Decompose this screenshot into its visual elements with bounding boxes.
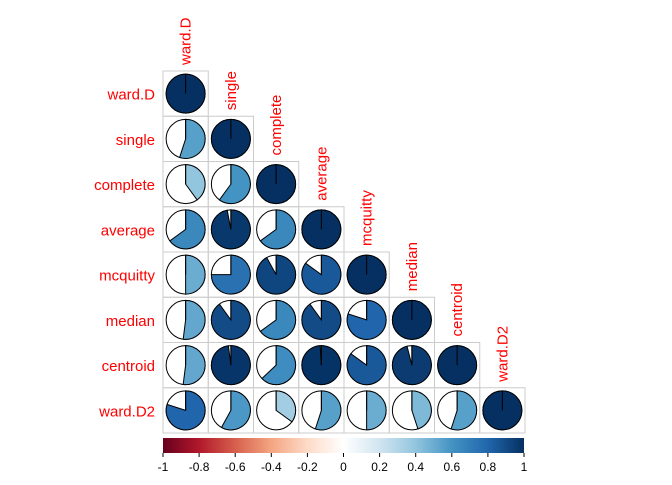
column-label: single xyxy=(223,71,240,110)
column-label: median xyxy=(404,242,421,291)
row-label: single xyxy=(116,132,155,149)
row-labels: ward.D single complete average mcquitty media… xyxy=(94,87,155,421)
column-label: centroid xyxy=(449,283,466,336)
pie-slice xyxy=(182,345,206,386)
colorbar-tick-label: -1 xyxy=(158,460,169,474)
colorbar-tick-label: 1 xyxy=(521,460,528,474)
pie-centroid-centroid xyxy=(437,345,478,386)
pie-slice xyxy=(169,209,206,250)
pie-centroid-single xyxy=(210,345,251,386)
pie-ward.D2-mcquitty xyxy=(346,390,387,431)
column-label: complete xyxy=(268,95,285,156)
column-label: ward.D2 xyxy=(494,326,511,383)
column-label: average xyxy=(313,147,330,201)
row-label: mcquitty xyxy=(99,268,155,285)
pie-average-complete xyxy=(256,209,297,250)
pie-cells xyxy=(165,73,523,431)
row-label: ward.D2 xyxy=(98,403,155,420)
pie-median-median xyxy=(391,299,432,340)
pie-mcquitty-mcquitty xyxy=(346,254,387,295)
row-label: complete xyxy=(94,177,155,194)
pie-average-ward.D xyxy=(165,209,206,250)
pie-centroid-median xyxy=(391,345,432,386)
pie-mcquitty-complete xyxy=(256,254,297,295)
colorbar-tick-label: 0.6 xyxy=(443,460,460,474)
pie-average-average xyxy=(301,209,342,250)
pie-slice xyxy=(218,164,251,205)
pie-slice xyxy=(259,299,297,340)
pie-ward.D2-centroid xyxy=(437,390,478,431)
pie-ward.D2-ward.D2 xyxy=(482,390,523,431)
pie-ward.D2-single xyxy=(210,390,251,431)
column-label: ward.D xyxy=(178,17,195,66)
pie-median-ward.D xyxy=(165,299,206,340)
colorbar-tick-label: 0.4 xyxy=(407,460,424,474)
pie-median-complete xyxy=(256,299,297,340)
colorbar-tick-label: -0.6 xyxy=(225,460,246,474)
pie-slice xyxy=(275,390,297,423)
pie-slice xyxy=(185,254,206,295)
pie-slice xyxy=(185,164,206,201)
grid-lines xyxy=(162,70,526,434)
grid-cell xyxy=(479,387,526,434)
pie-complete-complete xyxy=(256,164,297,205)
colorbar-tick-label: 0.2 xyxy=(371,460,388,474)
pie-ward.D2-complete xyxy=(256,390,297,431)
pie-median-mcquitty xyxy=(346,299,387,340)
pie-mcquitty-average xyxy=(301,254,342,295)
row-label: average xyxy=(101,222,155,239)
column-label: mcquitty xyxy=(359,190,376,246)
pie-centroid-complete xyxy=(256,345,297,386)
pie-slice xyxy=(259,209,297,250)
pie-average-single xyxy=(210,209,251,250)
pie-complete-single xyxy=(210,164,251,205)
pie-slice xyxy=(366,390,387,431)
pie-single-ward.D xyxy=(165,118,206,159)
pie-ward.D2-ward.D xyxy=(165,390,206,431)
colorbar-tick-label: -0.8 xyxy=(189,460,210,474)
pie-centroid-mcquitty xyxy=(346,345,387,386)
pie-ward.D2-median xyxy=(391,390,432,431)
pie-median-single xyxy=(210,299,251,340)
pie-median-average xyxy=(301,299,342,340)
pie-mcquitty-single xyxy=(210,254,251,295)
pie-slice xyxy=(182,299,206,340)
pie-slice xyxy=(220,390,251,431)
colorbar: -1 -0.8 -0.6 -0.4 -0.2 0 0.2 0.4 0.6 0.8 1 xyxy=(158,438,528,474)
pie-ward.D2-average xyxy=(301,390,342,431)
colorbar-tick-label: 0 xyxy=(340,460,347,474)
colorbar-tick-label: -0.2 xyxy=(297,460,318,474)
pie-single-single xyxy=(210,118,251,159)
row-label: ward.D xyxy=(106,87,155,104)
pie-slice xyxy=(261,345,297,386)
colorbar-gradient xyxy=(163,438,524,453)
pie-mcquitty-ward.D xyxy=(165,254,206,295)
colorbar-tick-label: 0.8 xyxy=(480,460,497,474)
pie-centroid-average xyxy=(301,345,342,386)
pie-slice xyxy=(411,390,432,430)
pie-slice xyxy=(210,254,251,295)
pie-complete-ward.D xyxy=(165,164,206,205)
pie-centroid-ward.D xyxy=(165,345,206,386)
column-labels: ward.D single complete average mcquitty media… xyxy=(178,17,512,382)
colorbar-tick-label: -0.4 xyxy=(261,460,282,474)
row-label: centroid xyxy=(102,358,155,375)
pie-ward.D-ward.D xyxy=(165,73,206,114)
row-label: median xyxy=(106,313,155,330)
